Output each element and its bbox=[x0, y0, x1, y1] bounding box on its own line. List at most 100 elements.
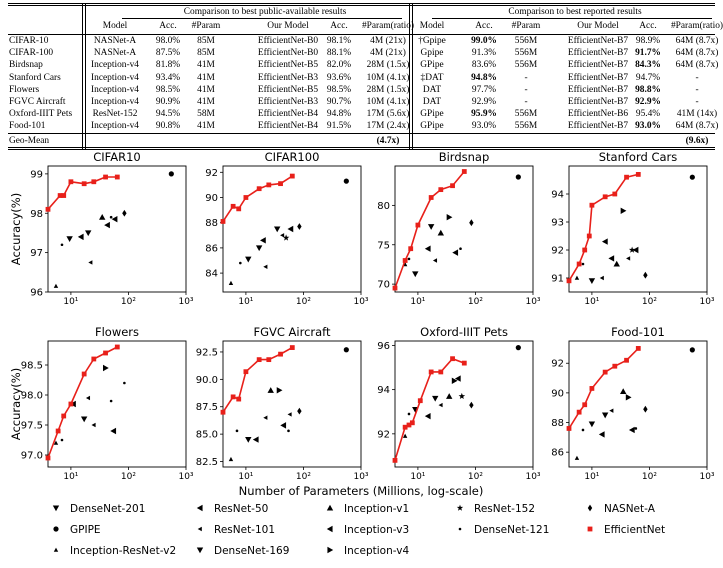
efficientnet-point bbox=[624, 174, 629, 180]
table-cell: 4M (21x) bbox=[370, 36, 406, 46]
table-cell: 92.9% bbox=[635, 97, 661, 107]
efficientnet-point bbox=[114, 344, 120, 350]
data-point bbox=[581, 428, 585, 432]
col-header-left: Acc. bbox=[330, 21, 348, 31]
y-axis-label: Accuracy(%) bbox=[9, 193, 23, 265]
legend-marker bbox=[458, 527, 462, 531]
efficientnet-point bbox=[589, 386, 595, 391]
data-point bbox=[588, 278, 596, 284]
data-point bbox=[407, 412, 411, 416]
efficientnet-line bbox=[394, 170, 465, 289]
data-point bbox=[469, 401, 474, 409]
table-cell: 556M bbox=[514, 121, 538, 132]
efficientnet-point bbox=[438, 187, 444, 193]
table-rule bbox=[8, 3, 715, 4]
x-tick-label: 10¹ bbox=[410, 297, 425, 307]
data-point bbox=[280, 422, 287, 429]
data-point bbox=[515, 345, 521, 351]
table-cell: EfficientNet-B7 bbox=[567, 97, 629, 107]
col-header-left: Model bbox=[102, 21, 128, 31]
data-point bbox=[689, 174, 695, 180]
table-rule bbox=[82, 3, 83, 149]
table-cell: 98.5% bbox=[326, 84, 352, 95]
col-header-left: #Param bbox=[191, 21, 221, 31]
legend-item: DenseNet-121 bbox=[458, 524, 549, 536]
data-point bbox=[689, 347, 695, 353]
table-cell: Inception-v4 bbox=[91, 60, 139, 71]
table-row-dataset: Stanford Cars bbox=[9, 72, 61, 83]
table-cell: 88.1% bbox=[326, 48, 352, 59]
plot-frame bbox=[394, 165, 534, 293]
data-point bbox=[102, 364, 109, 372]
table-cell: 41M bbox=[197, 97, 215, 107]
y-tick-label: 84 bbox=[205, 269, 218, 280]
table-cell: 91.5% bbox=[326, 121, 352, 132]
efficientnet-point bbox=[566, 426, 572, 431]
table-cell: 99.0% bbox=[471, 36, 497, 46]
chart-panel-birdsnap: Birdsnap 70 75 80 10¹ 10² 10³ bbox=[377, 150, 541, 307]
efficientnet-point bbox=[289, 173, 295, 179]
legend-item: Inception-v4 bbox=[327, 545, 409, 557]
legend-marker bbox=[197, 526, 202, 532]
table-cell: †Gpipe bbox=[418, 36, 446, 46]
data-point bbox=[239, 261, 242, 265]
data-point bbox=[168, 171, 174, 177]
y-tick-label: 92 bbox=[377, 429, 390, 440]
data-point bbox=[255, 245, 263, 252]
table-cell: 91.7% bbox=[635, 48, 661, 59]
efficientnet-point bbox=[81, 181, 87, 187]
data-point bbox=[598, 431, 605, 438]
efficientnet-point bbox=[392, 285, 398, 291]
panel-title: Oxford-IIIT Pets bbox=[420, 325, 508, 339]
y-tick-label: 98 bbox=[30, 209, 43, 220]
table-cell: 17M (5.6x) bbox=[366, 109, 410, 120]
data-point bbox=[432, 258, 438, 263]
efficientnet-point bbox=[602, 194, 608, 200]
legend-label: ResNet-152 bbox=[474, 503, 535, 515]
legend-label: DenseNet-201 bbox=[70, 503, 145, 515]
data-point bbox=[80, 416, 88, 423]
x-tick-label: 10² bbox=[121, 297, 136, 307]
data-point bbox=[446, 393, 453, 399]
accuracy-charts: CIFAR10 96 97 98 99 10¹ 10² 10³ CIFAR100 84 86 88 90… bbox=[9, 150, 715, 557]
legend-label: DenseNet-121 bbox=[474, 524, 549, 536]
data-point bbox=[343, 178, 349, 184]
x-tick-label: 10¹ bbox=[410, 472, 425, 482]
y-tick-label: 92 bbox=[551, 246, 564, 257]
table-cell: - bbox=[524, 97, 528, 107]
col-header-right: #Param bbox=[511, 21, 541, 31]
table-cell: Inception-v4 bbox=[91, 84, 139, 95]
efficientnet-point bbox=[417, 398, 423, 404]
efficientnet-point bbox=[45, 455, 51, 461]
table-cell: 87.5% bbox=[155, 48, 181, 59]
table-cell: EfficientNet-B3 bbox=[257, 72, 319, 83]
table-rule bbox=[8, 133, 715, 134]
legend-label: ResNet-101 bbox=[214, 524, 275, 536]
efficientnet-point bbox=[103, 350, 108, 356]
data-point bbox=[263, 264, 268, 269]
table-cell: 81.8% bbox=[155, 60, 181, 71]
data-point bbox=[109, 399, 113, 403]
table-cell: Gpipe bbox=[420, 48, 444, 59]
chart-panel-oxford-iiit-pets: Oxford-IIIT Pets 92 94 96 10¹ 10² 10³ bbox=[377, 325, 541, 482]
efficientnet-point bbox=[61, 413, 67, 419]
plot-frame bbox=[394, 340, 534, 468]
y-tick-label: 85.0 bbox=[196, 430, 218, 441]
chart-panel-cifar100: CIFAR100 84 86 88 90 92 10¹ 10² 10³ bbox=[205, 150, 369, 307]
panel-title: FGVC Aircraft bbox=[253, 325, 331, 339]
table-cell: 90.9% bbox=[155, 97, 181, 107]
panel-title: Flowers bbox=[95, 325, 139, 339]
col-header-right: Our Model bbox=[577, 21, 619, 31]
efficientnet-point bbox=[392, 457, 398, 463]
efficientnet-point bbox=[582, 402, 588, 408]
x-tick-label: 10² bbox=[468, 297, 483, 307]
efficientnet-point bbox=[61, 193, 67, 198]
data-point bbox=[274, 226, 281, 233]
data-point bbox=[297, 223, 302, 230]
legend-marker bbox=[587, 504, 593, 512]
efficientnet-point bbox=[582, 247, 588, 253]
efficientnet-point bbox=[428, 369, 434, 375]
legend-label: NASNet-A bbox=[604, 503, 656, 515]
col-header-right: #Param(ratio) bbox=[670, 21, 723, 31]
table-cell: 85M bbox=[197, 36, 215, 46]
